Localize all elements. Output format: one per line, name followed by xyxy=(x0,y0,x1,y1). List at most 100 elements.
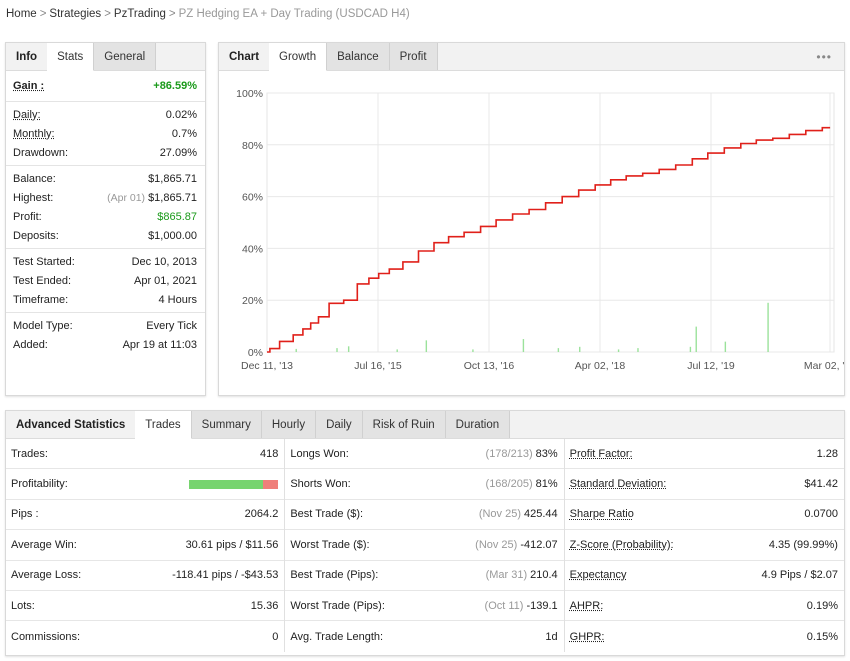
shorts-won-value: 81% xyxy=(535,478,558,491)
average-win-label: Average Win: xyxy=(11,538,77,551)
best-trade-pips-value-wrap: (Mar 31) 210.4 xyxy=(486,569,558,581)
test-group: Test Started: Dec 10, 2013 Test Ended: A… xyxy=(6,249,205,313)
best-trade-pips-value: 210.4 xyxy=(530,569,558,582)
balance-group: Balance: $1,865.71 Highest: (Apr 01) $1,8… xyxy=(6,166,205,249)
longs-won-row: Longs Won: (178/213) 83% xyxy=(285,439,564,470)
profit-value: $865.87 xyxy=(157,210,197,223)
longs-won-label: Longs Won: xyxy=(290,447,349,460)
tab-duration[interactable]: Duration xyxy=(445,411,511,438)
sharpe-ratio-label[interactable]: Sharpe Ratio xyxy=(569,508,634,521)
volume-bar xyxy=(617,349,620,352)
added-row: Added: Apr 19 at 11:03 xyxy=(6,335,205,354)
trades-value: 418 xyxy=(259,447,279,460)
test-ended-value: Apr 01, 2021 xyxy=(134,274,197,287)
best-trade-pips-date: (Mar 31) xyxy=(485,569,528,582)
ghpr-row: GHPR: 0.15% xyxy=(565,621,844,651)
volume-bar xyxy=(396,349,398,352)
avg-trade-length-value: 1d xyxy=(545,630,558,643)
y-tick-label: 40% xyxy=(242,243,263,255)
longs-won-value: 83% xyxy=(535,447,558,460)
volume-bar xyxy=(637,348,639,352)
average-win-row: Average Win: 30.61 pips / $11.56 xyxy=(6,530,285,561)
z-score-label[interactable]: Z-Score (Probability): xyxy=(569,538,674,551)
y-tick-label: 0% xyxy=(248,347,263,359)
ahpr-label[interactable]: AHPR: xyxy=(569,599,604,612)
x-tick-label: Oct 13, '16 xyxy=(464,360,515,372)
lots-value: 15.36 xyxy=(250,599,279,612)
volume-bar xyxy=(724,341,727,352)
expectancy-value: 4.9 Pips / $2.07 xyxy=(761,569,838,582)
volume-bar xyxy=(689,346,692,352)
standard-deviation-value: $41.42 xyxy=(804,478,838,491)
x-tick-label: Jul 12, '19 xyxy=(687,360,735,372)
volume-bar xyxy=(522,339,525,352)
expectancy-row: Expectancy 4.9 Pips / $2.07 xyxy=(564,561,844,591)
volume-bar xyxy=(767,302,769,352)
profit-label: Profit: xyxy=(13,210,42,223)
timeframe-value: 4 Hours xyxy=(158,293,197,306)
highest-date: (Apr 01) xyxy=(107,191,146,204)
z-score-value: 4.35 (99.99%) xyxy=(768,538,838,551)
added-value: Apr 19 at 11:03 xyxy=(122,338,197,351)
breadcrumb: Home > Strategies > PzTrading > PZ Hedging EA … xyxy=(6,8,410,20)
timeframe-row: Timeframe: 4 Hours xyxy=(6,290,205,309)
profitability-label: Profitability: xyxy=(11,478,68,491)
test-started-value: Dec 10, 2013 xyxy=(131,255,197,268)
standard-deviation-label[interactable]: Standard Deviation: xyxy=(569,478,667,491)
model-type-value: Every Tick xyxy=(146,319,197,332)
balance-value: $1,865.71 xyxy=(148,172,197,185)
x-tick-label: Apr 02, '18 xyxy=(575,360,626,372)
commissions-row: Commissions: 0 xyxy=(6,621,284,651)
breadcrumb-strategies-link[interactable]: Strategies xyxy=(49,8,102,20)
worst-trade-pips-value: -139.1 xyxy=(526,599,558,612)
monthly-value: 0.7% xyxy=(171,127,197,140)
balance-row: Balance: $1,865.71 xyxy=(6,169,205,188)
risk-metrics-column: Profit Factor: 1.28 Standard Deviation: … xyxy=(564,439,844,652)
monthly-label[interactable]: Monthly: xyxy=(13,127,55,140)
tab-profit[interactable]: Profit xyxy=(389,43,438,70)
pips-label: Pips : xyxy=(11,508,39,521)
breadcrumb-pztrading-link[interactable]: PzTrading xyxy=(113,8,166,20)
x-tick-label: Jul 16, '15 xyxy=(354,360,402,372)
tab-daily[interactable]: Daily xyxy=(316,411,363,438)
tab-summary[interactable]: Summary xyxy=(191,411,262,438)
more-horizontal-icon[interactable]: ••• xyxy=(816,50,832,64)
stats-tabbar: Info Stats General xyxy=(6,43,205,71)
z-score-row: Z-Score (Probability): 4.35 (99.99%) xyxy=(564,530,844,561)
ghpr-label[interactable]: GHPR: xyxy=(569,630,605,643)
breadcrumb-current: PZ Hedging EA + Day Trading (USDCAD H4) xyxy=(178,8,410,20)
daily-label[interactable]: Daily: xyxy=(13,108,41,121)
gain-label[interactable]: Gain : xyxy=(13,80,45,92)
ghpr-value: 0.15% xyxy=(806,630,838,643)
breadcrumb-separator: > xyxy=(104,8,111,20)
tab-info[interactable]: Info xyxy=(16,50,38,63)
tab-growth[interactable]: Growth xyxy=(269,43,328,71)
tab-balance[interactable]: Balance xyxy=(327,43,390,70)
tab-chart[interactable]: Chart xyxy=(229,50,260,63)
longs-won-value-wrap: (178/213) 83% xyxy=(486,448,558,460)
best-trade-usd-row: Best Trade ($): (Nov 25) 425.44 xyxy=(285,500,564,531)
profit-factor-label[interactable]: Profit Factor: xyxy=(569,447,633,460)
trades-row: Trades: 418 xyxy=(6,439,285,470)
breadcrumb-home-link[interactable]: Home xyxy=(6,8,37,20)
timeframe-label: Timeframe: xyxy=(13,293,69,306)
test-started-label: Test Started: xyxy=(13,255,75,268)
tab-advanced-statistics[interactable]: Advanced Statistics xyxy=(16,418,126,431)
longs-won-count: (178/213) xyxy=(485,447,533,460)
shorts-won-label: Shorts Won: xyxy=(290,478,351,491)
tab-trades[interactable]: Trades xyxy=(135,411,192,439)
model-group: Model Type: Every Tick Added: Apr 19 at … xyxy=(6,313,205,357)
tab-general[interactable]: General xyxy=(94,43,157,70)
volume-bar xyxy=(295,348,297,352)
worst-trade-usd-label: Worst Trade ($): xyxy=(290,538,370,551)
best-trade-usd-date: (Nov 25) xyxy=(478,508,521,521)
tab-risk-of-ruin[interactable]: Risk of Ruin xyxy=(362,411,446,438)
avg-trade-length-label: Avg. Trade Length: xyxy=(290,630,384,643)
profit-row: Profit: $865.87 xyxy=(6,207,205,226)
expectancy-label[interactable]: Expectancy xyxy=(569,569,627,582)
volume-bar xyxy=(557,348,560,352)
commissions-value: 0 xyxy=(272,630,279,643)
tab-stats[interactable]: Stats xyxy=(47,43,95,71)
tab-hourly[interactable]: Hourly xyxy=(261,411,317,438)
stats-panel: Info Stats General Gain : +86.59% Daily:… xyxy=(5,42,206,396)
